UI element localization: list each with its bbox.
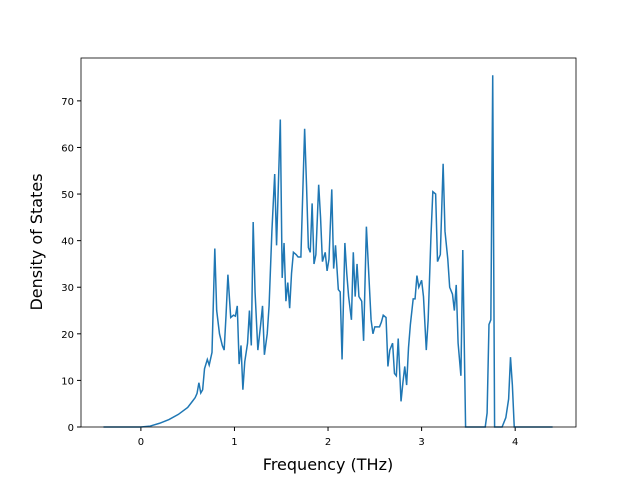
y-tick-label: 20 <box>61 330 74 341</box>
y-tick-label: 60 <box>61 143 74 154</box>
y-tick-label: 0 <box>68 423 74 434</box>
x-tick-label: 3 <box>418 437 424 448</box>
y-axis-label: Density of States <box>27 173 46 310</box>
y-tick-label: 70 <box>61 97 74 108</box>
line <box>103 75 553 428</box>
x-tick-label: 4 <box>512 437 518 448</box>
y-tick-label: 30 <box>61 283 74 294</box>
x-tick-label: 0 <box>138 437 144 448</box>
x-axis-label: Frequency (THz) <box>263 455 393 474</box>
x-tick-label: 2 <box>325 437 331 448</box>
y-tick-label: 40 <box>61 237 74 248</box>
plot-frame <box>80 57 577 428</box>
y-tick-label: 10 <box>61 376 74 387</box>
y-tick-label: 50 <box>61 190 74 201</box>
x-tick-label: 1 <box>231 437 237 448</box>
